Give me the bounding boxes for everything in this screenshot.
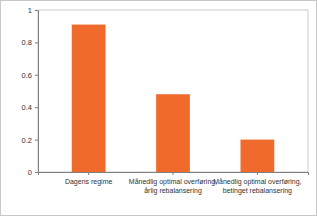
bar (72, 25, 106, 172)
y-tick-mark (35, 42, 38, 43)
x-axis (39, 172, 309, 175)
y-tick: 0.2 (22, 136, 38, 145)
y-axis-line (35, 11, 39, 173)
y-axis: 0 0.2 0.4 0.6 0.8 1 (22, 6, 39, 177)
border (1, 1, 317, 216)
x-tick (173, 172, 174, 175)
y-tick: 1 (28, 6, 38, 15)
x-labels: Dagens regime Månedlig optimal overføring… (65, 178, 302, 195)
plot-frame (38, 10, 308, 172)
y-tick-mark (35, 75, 38, 76)
x-tick (257, 172, 258, 175)
x-tick-label-line: betinget rebalansering (223, 187, 292, 195)
y-tick-label: 1 (28, 6, 32, 15)
y-tick-mark (35, 107, 38, 108)
y-tick-label: 0.2 (22, 136, 32, 145)
y-tick: 0 (28, 168, 38, 177)
y-tick-mark (35, 172, 38, 173)
x-tick-mark (173, 172, 174, 175)
x-tick-mark (88, 172, 89, 175)
x-axis-line (39, 173, 309, 176)
x-tick-mark (257, 172, 258, 175)
y-tick-mark (35, 140, 38, 141)
y-tick: 0.8 (22, 38, 38, 47)
y-tick: 0.4 (22, 103, 38, 112)
bar (241, 140, 275, 172)
y-tick-mark (35, 10, 38, 11)
chart: 0 0.2 0.4 0.6 0.8 1 Dagens regime Månedlig opti… (0, 0, 317, 216)
x-tick-label-line: Månedlig optimal overføring, (129, 178, 217, 186)
bar (156, 94, 190, 172)
y-tick: 0.6 (22, 71, 38, 80)
y-tick-label: 0.8 (22, 38, 32, 47)
x-tick-label: Månedlig optimal overføring,årlig rebala… (129, 178, 217, 195)
x-tick-label-line: Dagens regime (65, 178, 113, 186)
y-tick-label: 0 (28, 168, 32, 177)
y-tick-label: 0.6 (22, 71, 32, 80)
x-tick-label: Månedlig optimal overføring,betinget reb… (213, 178, 301, 195)
x-tick-label-line: Månedlig optimal overføring, (213, 178, 301, 186)
x-tick-label: Dagens regime (65, 178, 113, 186)
y-tick-label: 0.4 (22, 103, 32, 112)
x-tick-label-line: årlig rebalansering (144, 187, 202, 195)
bars (72, 25, 275, 172)
x-tick (88, 172, 89, 175)
